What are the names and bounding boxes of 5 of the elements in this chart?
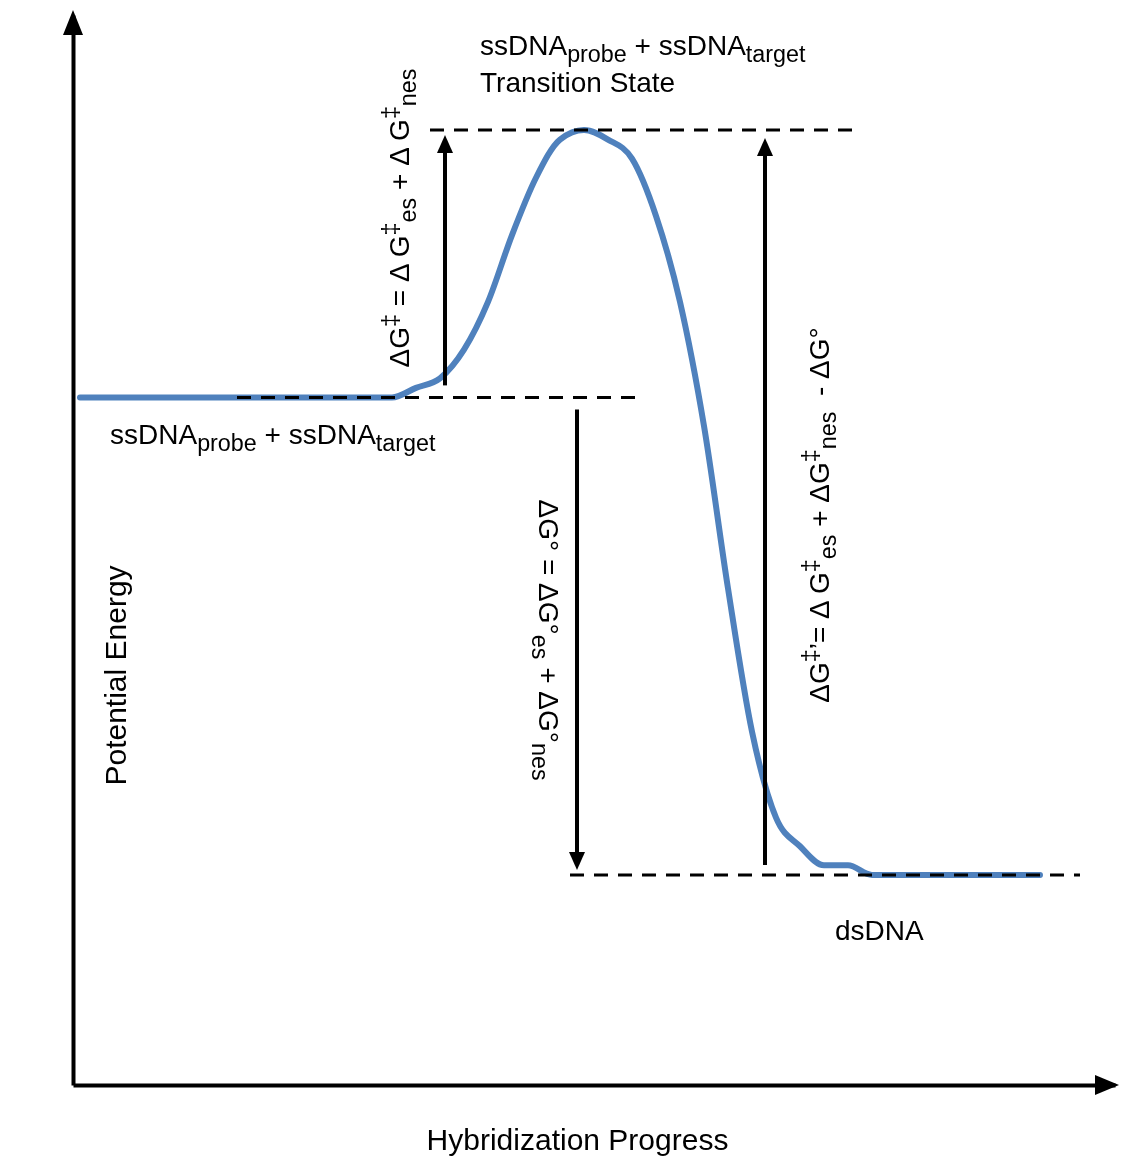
- y-axis-title: Potential Energy: [98, 565, 132, 786]
- text: ssDNA$_{probe}$ + ssDNA$_{target}$ Transition State: [480, 30, 806, 99]
- x-axis-title: Hybridization Progress: [426, 1122, 729, 1156]
- ref-line-label: dsDNA: [835, 914, 924, 948]
- ref-line-label: ssDNA$_{probe}$ + ssDNA$_{target}$: [110, 419, 436, 457]
